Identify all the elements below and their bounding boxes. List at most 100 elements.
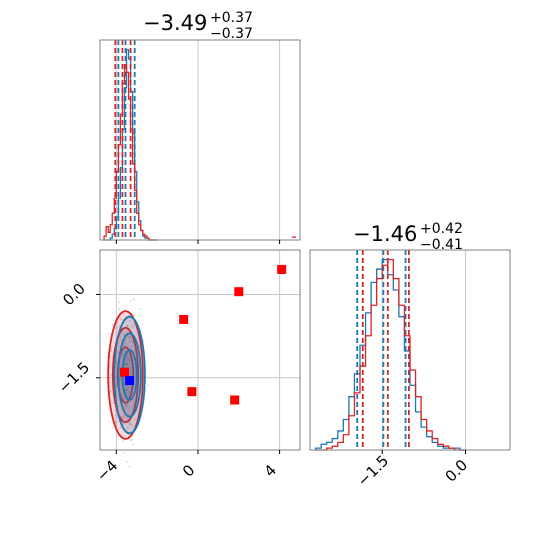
sample-point-blue [126, 426, 129, 429]
sample-point-red [117, 395, 120, 398]
title-p1-median: −3.49 [143, 11, 207, 35]
title-p2-plus: +0.42 [420, 221, 463, 237]
sample-point-blue [106, 356, 109, 358]
sample-point-red [117, 351, 119, 354]
sample-point-red [124, 404, 127, 407]
sample-point-blue [118, 377, 121, 380]
sample-point-red [119, 317, 122, 320]
sample-point-red [128, 358, 131, 361]
sample-point-red [126, 353, 129, 356]
sample-point-blue [125, 404, 128, 407]
sample-point-blue [119, 380, 122, 382]
marker-red [277, 264, 287, 274]
sample-point-red [112, 401, 114, 404]
sample-point-red [126, 356, 129, 359]
sample-point-red [123, 397, 126, 400]
sample-point-red [108, 365, 111, 368]
title-p1: −3.49 [143, 11, 207, 35]
sample-point-blue [115, 361, 118, 364]
histogram-frame [309, 249, 511, 451]
sample-point-blue [126, 361, 129, 364]
histogram-step-blue [314, 258, 466, 451]
sample-point-red [124, 362, 127, 365]
y-tick-label: −1.5 [55, 359, 93, 397]
sample-point-blue [126, 358, 129, 361]
sample-point-red [120, 388, 123, 391]
marker-blue [125, 376, 135, 386]
joint-panel-p1-p2: −4 0 4 0.0 −1.5 [55, 249, 301, 485]
sample-point-blue [127, 391, 129, 394]
sample-point-blue [130, 439, 133, 441]
x-tick-label: 0 [179, 461, 198, 480]
sample-point-blue [122, 440, 125, 443]
sample-point-blue [123, 333, 126, 336]
sample-point-blue [140, 315, 142, 317]
sample-point-blue [126, 325, 128, 327]
sample-point-blue [124, 362, 127, 364]
marker-red [179, 314, 189, 324]
sample-point-blue [111, 323, 114, 326]
sample-point-blue [133, 399, 136, 402]
sample-point-blue [114, 420, 117, 423]
histogram-frame [99, 39, 301, 241]
marker-red [234, 287, 244, 297]
sample-point-red [125, 389, 127, 392]
sample-point-blue [118, 345, 121, 347]
histogram-panel-p1 [99, 39, 301, 244]
sample-point-red [133, 298, 135, 301]
sample-point-blue [107, 408, 110, 410]
x-tick-label: −1.5 [354, 452, 392, 490]
sample-point-red [109, 390, 112, 393]
sample-point-red [122, 451, 125, 454]
sample-point-red [128, 465, 131, 468]
histogram-panel-p2: −1.5 0.0 [309, 249, 511, 490]
sample-point-blue [130, 340, 132, 343]
sample-point-red [126, 405, 128, 408]
x-tick-label: −4 [93, 457, 121, 485]
sample-point-red [128, 413, 130, 416]
sample-point-blue [128, 319, 131, 322]
sample-point-red [130, 371, 133, 374]
sample-point-red [118, 301, 120, 304]
sample-point-red [134, 418, 137, 421]
sample-point-red [122, 415, 125, 417]
sample-point-red [107, 333, 110, 335]
sample-point-blue [134, 353, 137, 355]
sample-point-red [110, 349, 113, 352]
x-tick-label: 0.0 [442, 456, 472, 486]
sample-point-blue [119, 427, 122, 429]
sample-point-blue [131, 326, 134, 329]
sample-point-blue [130, 345, 133, 348]
sample-point-red [109, 374, 112, 377]
sample-point-red [114, 414, 117, 417]
title-p2: −1.46 [353, 222, 417, 246]
sample-point-red [114, 410, 117, 413]
sample-point-red [117, 341, 120, 344]
sample-point-blue [125, 388, 128, 391]
title-p1-plus: +0.37 [210, 10, 253, 26]
sample-point-red [138, 344, 141, 347]
title-p2-minus: −0.41 [420, 237, 463, 253]
sample-point-blue [130, 405, 133, 408]
sample-point-red [127, 407, 130, 410]
histogram-step-blue [104, 48, 158, 241]
sample-point-blue [128, 421, 131, 424]
sample-point-red [130, 340, 133, 343]
sample-point-blue [115, 381, 118, 384]
sample-point-blue [118, 324, 121, 327]
sample-point-blue [116, 321, 119, 324]
sample-point-blue [123, 423, 125, 425]
sample-point-red [132, 401, 135, 403]
sample-point-red [124, 404, 127, 406]
marker-red [230, 395, 240, 405]
sample-point-blue [126, 418, 129, 421]
sample-point-blue [129, 400, 132, 403]
sample-point-red [142, 339, 145, 342]
joint-frame [99, 249, 301, 451]
sample-point-red [123, 363, 126, 366]
y-tick-label: 0.0 [59, 280, 89, 310]
sample-point-red [118, 308, 121, 311]
sample-point-red [133, 351, 136, 353]
sample-point-blue [126, 460, 129, 463]
sample-point-blue [131, 438, 133, 441]
